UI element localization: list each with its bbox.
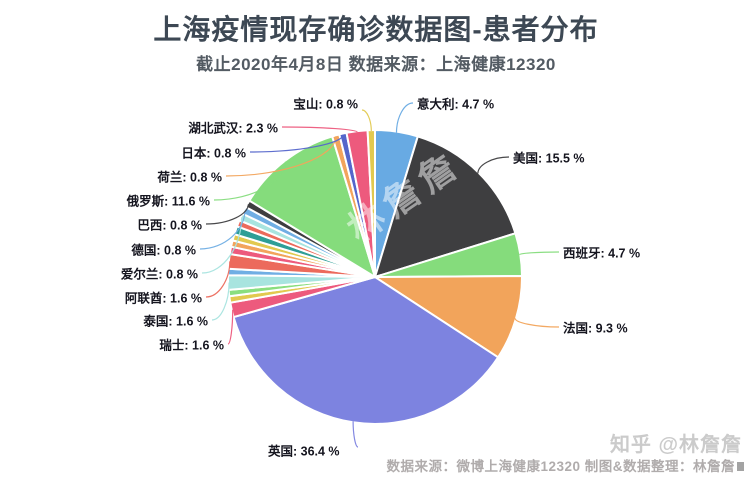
leader-line-日本 xyxy=(249,134,344,153)
pie-callout-宝山: 宝山: 0.8 % xyxy=(293,97,358,112)
pie-callout-荷兰: 荷兰: 0.8 % xyxy=(157,170,222,185)
pie-slice-法国 xyxy=(374,275,524,359)
leader-line-泰国 xyxy=(211,282,230,321)
pie-callout-日本: 日本: 0.8 % xyxy=(181,146,246,161)
leader-line-巴西 xyxy=(205,204,249,225)
pie-slice-美国 xyxy=(374,135,517,278)
leader-line-美国 xyxy=(477,156,510,174)
leader-line-俄罗斯 xyxy=(213,161,287,201)
pie-callout-法国: 法国: 9.3 % xyxy=(563,321,628,336)
footer-source-text: 数据来源：微博上海健康12320 制图&数据整理：林詹詹 xyxy=(386,459,735,474)
pie-callout-英国: 英国: 36.4 % xyxy=(268,444,340,459)
pie-callout-俄罗斯: 俄罗斯: 11.6 % xyxy=(126,194,210,209)
pie-callout-泰国: 泰国: 1.6 % xyxy=(143,314,208,329)
pie-callout-西班牙: 西班牙: 4.7 % xyxy=(563,246,641,261)
pie-callout-湖北武汉: 湖北武汉: 2.3 % xyxy=(188,121,278,136)
footer-source-line: 数据来源：微博上海健康12320 制图&数据整理：林詹詹 xyxy=(386,455,744,475)
pie-callout-阿联酋: 阿联酋: 1.6 % xyxy=(124,291,202,306)
page-subtitle: 截止2020年4月8日 数据来源：上海健康12320 xyxy=(196,55,556,74)
pie-callout-巴西: 巴西: 0.8 % xyxy=(137,218,202,233)
pie-callout-爱尔兰: 爱尔兰: 0.8 % xyxy=(120,267,198,282)
leader-line-湖北武汉 xyxy=(281,126,358,133)
footer-badge-icon xyxy=(737,462,744,471)
leader-line-宝山 xyxy=(361,109,372,132)
zhihu-watermark: 知乎 @林詹詹 xyxy=(609,434,742,456)
leader-line-西班牙 xyxy=(518,251,560,256)
leader-line-荷兰 xyxy=(225,136,337,177)
pie-callout-意大利: 意大利: 4.7 % xyxy=(417,97,495,112)
pie-callout-美国: 美国: 15.5 % xyxy=(513,151,585,166)
pie-slice-俄罗斯 xyxy=(248,135,376,278)
pie-callout-德国: 德国: 0.8 % xyxy=(131,243,196,258)
leader-line-阿联酋 xyxy=(205,261,231,298)
pie-callout-瑞士: 瑞士: 1.6 % xyxy=(159,338,224,353)
leader-line-意大利 xyxy=(395,102,414,133)
leader-line-德国 xyxy=(199,210,246,250)
leader-line-英国 xyxy=(352,421,359,448)
leader-line-瑞士 xyxy=(227,309,234,345)
leader-line-法国 xyxy=(514,317,560,328)
page-title: 上海疫情现存确诊数据图-患者分布 xyxy=(153,14,599,45)
